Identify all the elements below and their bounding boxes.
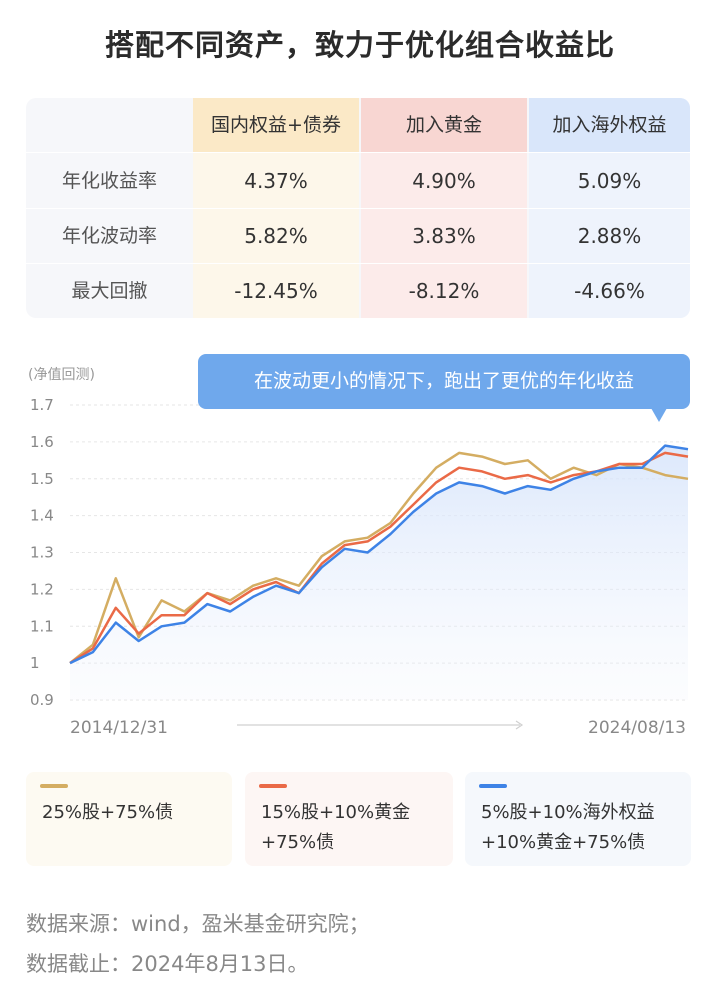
divider — [26, 152, 690, 153]
legend-label-line: +75%债 — [261, 832, 335, 853]
legend-label: 5%股+10%海外权益 +10%黄金+75%债 — [481, 798, 655, 858]
table-cell: 5.09% — [577, 169, 642, 193]
row-label: 最大回撤 — [71, 280, 148, 302]
x-start-label: 2014/12/31 — [70, 718, 168, 738]
y-tick-label: 1.1 — [30, 617, 54, 635]
table-cell: 2.88% — [577, 224, 642, 248]
callout-pointer — [651, 408, 667, 422]
table-cell: -12.45% — [234, 279, 318, 303]
table-cell: 5.82% — [244, 224, 308, 248]
divider — [26, 263, 690, 264]
row-label: 年化波动率 — [61, 225, 157, 247]
column-header: 加入海外权益 — [529, 98, 690, 152]
y-tick-label: 1.6 — [30, 433, 54, 451]
column-header: 国内权益+债券 — [193, 98, 359, 152]
y-tick-label: 1.4 — [30, 507, 54, 525]
source-note: 数据来源：wind，盈米基金研究院； — [26, 912, 370, 936]
series-line — [69, 451, 689, 665]
legend-label-line: 15%股+10%黄金 — [261, 802, 411, 823]
legend-item: 25%股+75%债 — [26, 772, 232, 866]
y-tick-label: 1.2 — [30, 580, 54, 598]
legend-swatch — [40, 784, 68, 788]
y-tick-label: 1 — [30, 654, 40, 672]
series-area — [70, 445, 688, 700]
table-cell: 3.83% — [412, 224, 476, 248]
table-cell: -8.12% — [408, 279, 480, 303]
legend-label-line: 25%股+75%债 — [42, 802, 174, 823]
legend-item: 5%股+10%海外权益 +10%黄金+75%债 — [465, 772, 691, 866]
legend-label: 15%股+10%黄金 +75%债 — [261, 798, 410, 858]
legend-item: 15%股+10%黄金 +75%债 — [245, 772, 453, 866]
y-tick-label: 0.9 — [30, 691, 54, 709]
x-end-label: 2024/08/13 — [588, 718, 686, 738]
y-axis-label: (净值回测) — [28, 367, 95, 383]
callout-text: 在波动更小的情况下，跑出了更优的年化收益 — [253, 370, 634, 392]
page-title: 搭配不同资产，致力于优化组合收益比 — [104, 28, 615, 62]
series-line — [69, 451, 689, 665]
row-label: 年化收益率 — [61, 170, 157, 192]
callout-bubble: 在波动更小的情况下，跑出了更优的年化收益 — [198, 354, 690, 409]
legend-label-line: +10%黄金+75%债 — [481, 832, 646, 853]
legend-label: 25%股+75%债 — [42, 798, 173, 828]
table-cell: 4.37% — [244, 169, 308, 193]
y-tick-label: 1.5 — [30, 470, 54, 488]
comparison-table: 国内权益+债券 4.37% 5.82% -12.45% 加入黄金 4.90% 3… — [26, 98, 690, 318]
column-header: 加入黄金 — [361, 98, 527, 152]
y-tick-label: 1.3 — [30, 544, 54, 562]
legend-swatch — [479, 784, 507, 788]
x-axis-arrow-head — [515, 720, 524, 730]
legend-swatch — [259, 784, 287, 788]
y-tick-label: 1.7 — [30, 396, 54, 414]
legend-label-line: 5%股+10%海外权益 — [481, 802, 655, 823]
divider — [26, 208, 690, 209]
series-line — [69, 444, 689, 665]
table-cell: 4.90% — [412, 169, 476, 193]
table-cell: -4.66% — [574, 279, 645, 303]
cutoff-note: 数据截止：2024年8月13日。 — [26, 952, 309, 976]
